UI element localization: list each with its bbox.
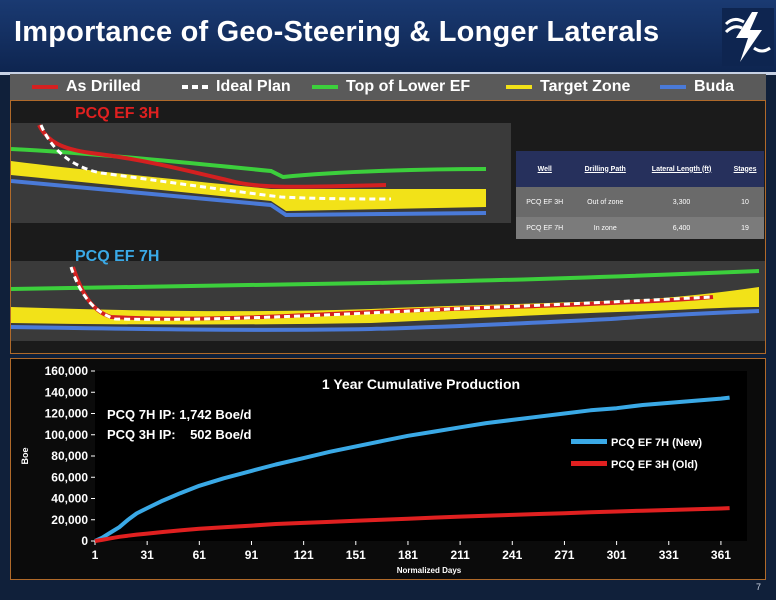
x-tick-label: 271 [554, 548, 574, 562]
x-tick-label: 31 [140, 548, 154, 562]
legend-label: As Drilled [66, 78, 141, 95]
x-tick-label: 121 [294, 548, 314, 562]
legend-label: Target Zone [540, 78, 631, 95]
y-tick-label: 20,000 [51, 513, 88, 527]
y-tick-label: 0 [81, 534, 88, 548]
table-header-cell: Stages [726, 151, 764, 187]
table-cell: 3,300 [636, 187, 727, 217]
y-tick-label: 140,000 [45, 385, 89, 399]
well-3h-label: PCQ EF 3H [75, 105, 160, 122]
legend-label: Top of Lower EF [346, 78, 471, 95]
y-tick-label: 80,000 [51, 449, 88, 463]
y-tick-label: 120,000 [45, 407, 89, 421]
plot-area [95, 371, 747, 541]
slide-header: Importance of Geo-Steering & Longer Late… [0, 0, 776, 75]
as-drilled-swatch [32, 85, 58, 89]
well-3h-as-drilled-line [37, 124, 387, 189]
table-header-cell: Well [516, 151, 574, 187]
well-7h-buda-line [11, 309, 760, 332]
legend-swatch-3h [571, 461, 607, 466]
legend-label-7h: PCQ EF 7H (New) [611, 437, 702, 449]
well-path-panel: PCQ EF 3H PCQ EF 7H Well Drilling Path L… [10, 100, 766, 354]
table-header-cell: Lateral Length (ft) [636, 151, 727, 187]
legend-buda: Buda [660, 74, 734, 100]
diagram-legend: As Drilled Ideal Plan Top of Lower EF Ta… [10, 74, 766, 100]
x-tick-label: 181 [398, 548, 418, 562]
slide-title: Importance of Geo-Steering & Longer Late… [14, 16, 660, 48]
well-3h-buda-line [11, 179, 487, 218]
well-3h-target-zone [11, 161, 486, 211]
x-axis-label: Normalized Days [397, 566, 462, 575]
well-3h-ideal-plan-line [39, 124, 392, 201]
chart-legend: PCQ EF 7H (New) PCQ EF 3H (Old) [571, 437, 702, 471]
legend-as-drilled: As Drilled [32, 74, 141, 100]
x-tick-label: 61 [193, 548, 207, 562]
legend-ideal-plan: Ideal Plan [182, 74, 291, 100]
company-logo [722, 8, 774, 66]
well-7h-target-zone [11, 287, 759, 325]
legend-label: Buda [694, 78, 734, 95]
x-tick-label: 1 [92, 548, 99, 562]
legend-label: Ideal Plan [216, 78, 291, 95]
series-line-7h [94, 395, 730, 543]
table-cell: 19 [726, 217, 764, 239]
table-cell: 10 [726, 187, 764, 217]
table-header-cell: Drilling Path [573, 151, 637, 187]
table-cell: In zone [573, 217, 637, 239]
annotation-3h-ip: PCQ 3H IP: 502 Boe/d [107, 427, 252, 442]
annotation-7h-ip: PCQ 7H IP: 1,742 Boe/d [107, 407, 252, 422]
slide-number: 7 [756, 582, 762, 592]
well-comparison-table: Well Drilling Path Lateral Length (ft) S… [516, 151, 764, 239]
legend-swatch-7h [571, 439, 607, 444]
x-tick-label: 91 [245, 548, 259, 562]
x-tick-label: 301 [607, 548, 627, 562]
y-tick-label: 40,000 [51, 492, 88, 506]
table-header-row: Well Drilling Path Lateral Length (ft) S… [516, 151, 764, 187]
buda-swatch [660, 85, 686, 89]
table-cell: 6,400 [636, 217, 727, 239]
y-tick-label: 60,000 [51, 470, 88, 484]
table-cell: PCQ EF 3H [516, 187, 574, 217]
well-path-diagram [11, 123, 765, 341]
chart-title: 1 Year Cumulative Production [322, 376, 520, 392]
table-row: PCQ EF 7H In zone 6,400 19 [516, 217, 764, 239]
well-7h-ideal-plan-line [69, 266, 714, 321]
legend-label-3h: PCQ EF 3H (Old) [611, 459, 698, 471]
table-cell: Out of zone [573, 187, 637, 217]
x-tick-label: 361 [711, 548, 731, 562]
table-row: PCQ EF 3H Out of zone 3,300 10 [516, 187, 764, 217]
y-tick-label: 100,000 [45, 428, 89, 442]
production-chart-panel: 0 20,000 40,000 60,000 80,000 100,000 120,000 1… [10, 358, 766, 580]
ideal-plan-swatch [182, 85, 208, 89]
production-chart: 0 20,000 40,000 60,000 80,000 100,000 120,000 1… [20, 364, 747, 575]
legend-top-lower-ef: Top of Lower EF [312, 74, 470, 100]
legend-target-zone: Target Zone [506, 74, 630, 100]
x-tick-label: 151 [346, 548, 366, 562]
table-cell: PCQ EF 7H [516, 217, 574, 239]
target-zone-swatch [506, 85, 532, 89]
y-tick-label: 160,000 [45, 364, 89, 378]
x-tick-label: 211 [450, 548, 470, 562]
well-7h-top-lower-ef-line [11, 269, 760, 291]
top-lower-ef-swatch [312, 85, 338, 89]
y-axis-label: Boe [20, 447, 30, 464]
x-tick-label: 331 [659, 548, 679, 562]
x-tick-label: 241 [502, 548, 522, 562]
series-line-3h [94, 506, 730, 543]
well-7h-label: PCQ EF 7H [75, 248, 160, 265]
